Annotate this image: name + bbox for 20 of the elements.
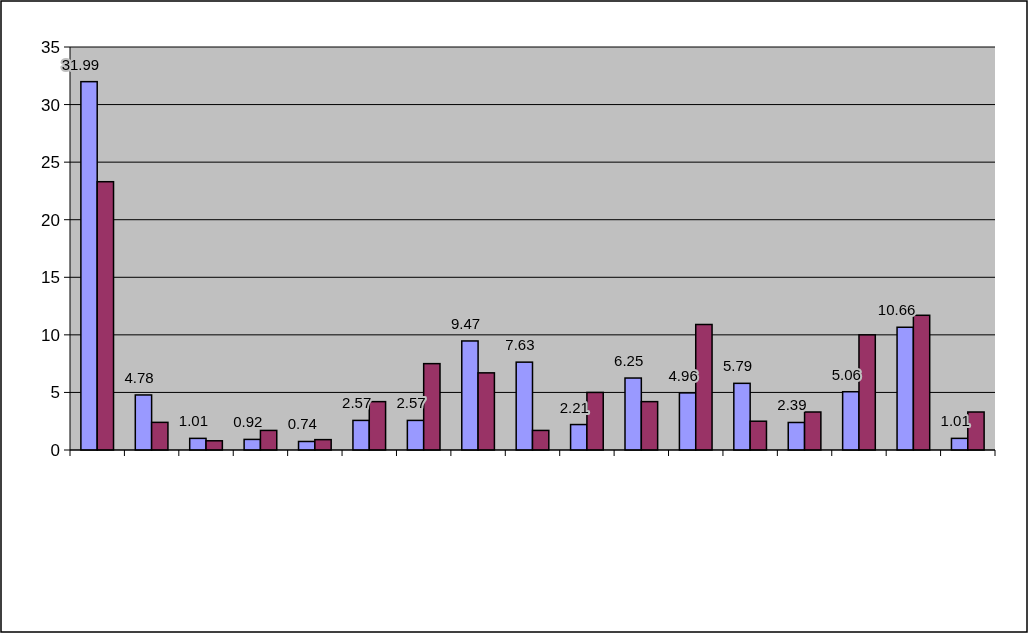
data-label: 6.25 [614,352,644,370]
data-label: 7.63 [505,336,535,354]
data-label: 31.99 [61,55,100,73]
data-label: 10.66 [877,301,916,319]
data-label: 2.57 [342,394,372,412]
data-label: 0.92 [233,413,263,431]
y-tick-label: 15 [41,268,60,288]
y-tick-label: 25 [41,153,60,173]
data-label: 0.74 [287,415,317,433]
y-tick-label: 0 [50,440,60,460]
y-tick-label: 10 [41,325,60,345]
data-label: 1.01 [178,412,209,430]
y-tick-label: 20 [41,210,60,230]
y-tick-label: 35 [41,37,60,57]
data-label: 9.47 [450,314,481,332]
data-label: 5.79 [722,357,753,375]
y-tick-label: 30 [41,95,60,115]
data-label: 2.39 [777,396,807,414]
y-tick-label: 5 [50,383,60,403]
data-label: 4.78 [124,368,154,386]
